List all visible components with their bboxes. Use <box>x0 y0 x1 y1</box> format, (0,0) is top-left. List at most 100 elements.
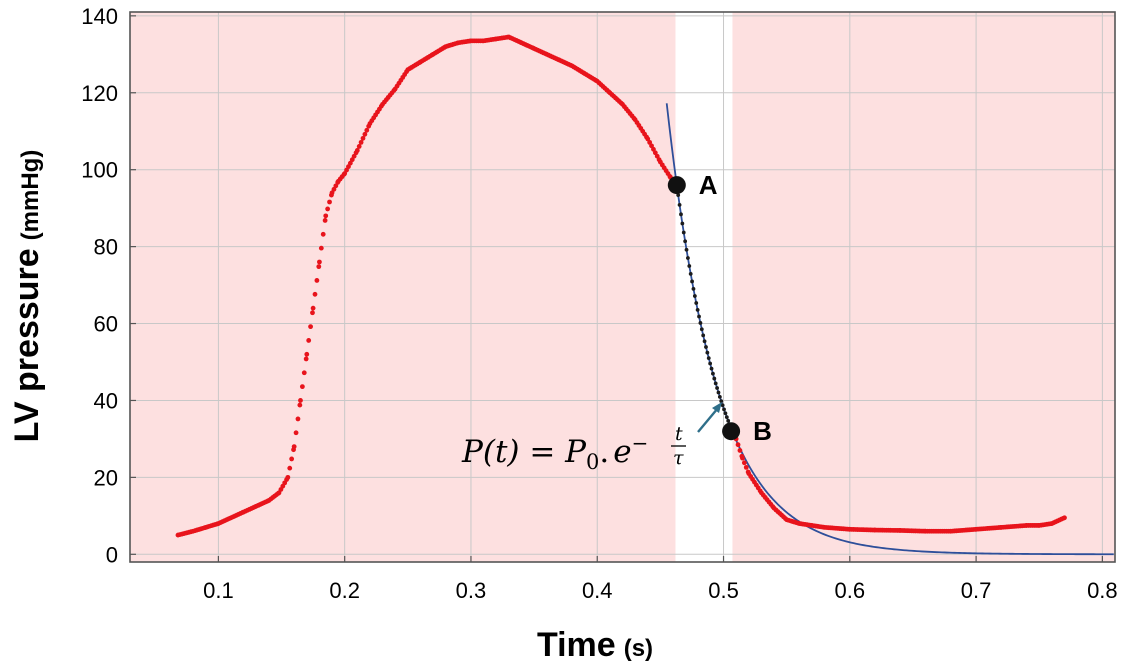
formula-lhs: P(t) = P <box>461 434 587 470</box>
fit-segment-point <box>677 202 682 207</box>
y-tick-label: 0 <box>106 542 118 567</box>
annotation-arrow <box>697 407 719 433</box>
pressure-point <box>312 291 318 297</box>
plot-frame <box>129 11 1116 563</box>
pressure-point <box>301 370 307 376</box>
fit-segment-point <box>683 239 688 244</box>
pressure-point <box>285 474 291 480</box>
fit-segment-point <box>723 411 728 416</box>
pressure-point <box>318 245 324 251</box>
fit-segment-point <box>719 399 724 404</box>
pressure-point <box>323 213 329 219</box>
pressure-point <box>735 442 741 448</box>
fit-segment-point <box>681 230 686 235</box>
fit-segment-point <box>699 327 704 332</box>
fit-segment-point <box>704 345 708 349</box>
pressure-point <box>317 259 322 265</box>
y-axis-unit: (mmHg) <box>17 150 44 241</box>
fit-segment-point <box>687 264 692 268</box>
x-tick-label: 0.4 <box>582 578 613 603</box>
y-tick-label: 80 <box>94 235 118 260</box>
x-axis-label: Time <box>537 626 616 664</box>
y-axis-title: LV pressure (mmHg) <box>8 150 46 443</box>
pressure-point <box>295 416 301 422</box>
pressure-point <box>322 218 328 223</box>
pressure-point <box>356 144 362 149</box>
marker-b <box>722 422 741 441</box>
shaded-region <box>732 12 1115 562</box>
shaded-regions <box>130 12 1115 562</box>
fit-segment-point <box>726 418 731 423</box>
x-axis-unit: (s) <box>624 635 653 662</box>
fit-segment-point <box>701 333 706 338</box>
pressure-point <box>320 231 326 237</box>
fit-segment-point <box>695 307 700 312</box>
fit-segment-point <box>702 339 707 344</box>
pressure-point <box>293 430 299 436</box>
fit-segment-point <box>711 371 715 376</box>
pressure-point <box>303 356 309 362</box>
x-tick-label: 0.3 <box>456 578 487 603</box>
pressure-point <box>740 455 745 461</box>
marker-a <box>667 176 686 195</box>
pressure-point <box>298 398 303 403</box>
fit-segment-point <box>691 286 696 291</box>
annotation-arrow-head <box>712 402 722 413</box>
y-tick-label: 20 <box>94 465 118 490</box>
y-tick-label: 60 <box>94 312 118 337</box>
pressure-point <box>314 278 320 283</box>
pressure-point <box>299 384 305 390</box>
marker-label-b: B <box>753 416 772 446</box>
pressure-point <box>360 135 366 141</box>
formula-exponent-sign: − <box>632 431 649 455</box>
formula-exponent-denominator: τ <box>673 447 684 469</box>
x-tick-label: 0.5 <box>708 578 739 603</box>
pressure-point <box>743 464 749 470</box>
formula-exponent-numerator: t <box>675 423 683 445</box>
fit-segment-point <box>706 356 711 361</box>
pressure-point <box>358 139 364 145</box>
x-tick-label: 0.7 <box>961 578 992 603</box>
pressure-point <box>737 448 743 453</box>
pressure-point <box>306 338 312 343</box>
pressure-point <box>304 351 310 357</box>
pressure-point <box>308 324 313 330</box>
pressure-point <box>291 444 297 450</box>
fit-segment-point <box>676 193 681 197</box>
x-axis-title: Time (s) <box>537 626 653 664</box>
fit-segment-point <box>692 294 697 298</box>
pressure-point <box>325 206 331 212</box>
fit-segment-point <box>720 403 725 408</box>
fit-segment-point <box>690 279 694 284</box>
fit-segment-point <box>717 394 722 399</box>
pressure-point <box>354 148 360 153</box>
fit-segment-point <box>722 407 726 412</box>
fit-segment-point <box>679 212 683 217</box>
x-axis-ticks: 0.1 0.2 0.3 0.4 0.5 0.6 0.7 0.8 <box>203 556 1118 603</box>
fit-segment-point <box>698 321 703 325</box>
y-tick-label: 40 <box>94 388 118 413</box>
fit-segment-point <box>713 381 718 386</box>
y-axis-label: LV pressure <box>8 248 46 442</box>
pressure-point <box>297 402 303 408</box>
formula-subscript: 0 <box>586 450 599 474</box>
fit-segment-point <box>715 386 719 390</box>
grid <box>130 12 1115 562</box>
fit-segment-point <box>694 301 699 305</box>
formula-dot: . <box>599 434 609 470</box>
fit-segment-point <box>684 247 689 252</box>
fit-segment-point <box>705 350 710 355</box>
pressure-point <box>741 460 747 466</box>
pressure-point <box>364 127 370 133</box>
pressure-point <box>1062 515 1067 521</box>
pressure-point <box>327 199 332 205</box>
x-tick-label: 0.8 <box>1087 578 1118 603</box>
pressure-point <box>316 264 322 270</box>
fit-segment-point <box>686 256 690 260</box>
y-tick-label: 140 <box>81 4 118 29</box>
markers: AB <box>667 170 772 446</box>
fit-segment-point <box>708 361 713 366</box>
y-axis-ticks: 0 20 40 60 80 100 120 140 <box>81 4 136 567</box>
formula-annotation: P(t) = P0. e− <box>461 431 648 474</box>
